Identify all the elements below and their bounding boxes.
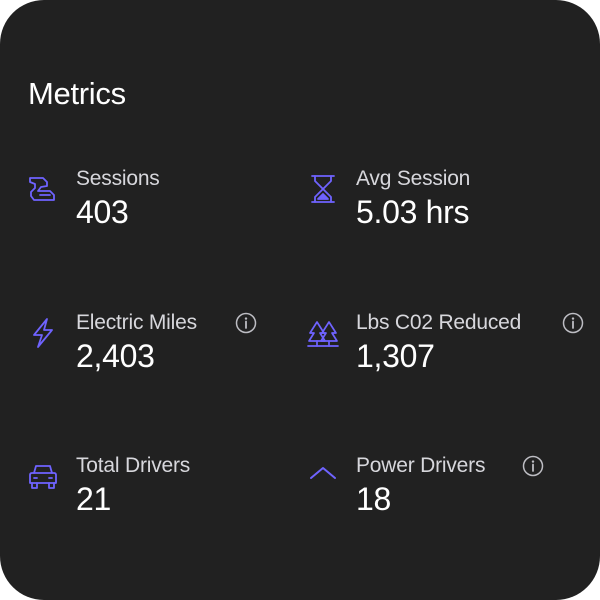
metric-label: Sessions [76, 167, 160, 190]
metric-label: Avg Session [356, 167, 471, 190]
metric-electric-miles: Electric Miles 2,403 [26, 310, 296, 400]
metric-value: 403 [76, 194, 129, 230]
metric-value: 21 [76, 481, 111, 517]
metric-label: Power Drivers [356, 454, 486, 477]
metric-value: 5.03 hrs [356, 194, 470, 230]
info-icon[interactable] [562, 312, 584, 334]
hourglass-icon [306, 172, 340, 206]
metric-value: 1,307 [356, 338, 435, 374]
metric-label: Lbs C02 Reduced [356, 311, 522, 334]
info-icon[interactable] [235, 312, 257, 334]
chevron-up-icon [306, 459, 340, 493]
metric-power-drivers: Power Drivers 18 [306, 453, 576, 543]
charger-plug-icon [26, 172, 60, 206]
card-title: Metrics [28, 76, 126, 111]
car-icon [26, 459, 60, 493]
lightning-bolt-icon [26, 316, 60, 350]
metric-lbs-co2-reduced: Lbs C02 Reduced 1,307 [306, 310, 584, 400]
metric-label: Electric Miles [76, 311, 197, 334]
metric-total-drivers: Total Drivers 21 [26, 453, 296, 543]
metric-label: Total Drivers [76, 454, 191, 477]
trees-icon [306, 316, 340, 350]
metric-avg-session: Avg Session 5.03 hrs [306, 166, 576, 256]
metric-value: 2,403 [76, 338, 155, 374]
metric-value: 18 [356, 481, 391, 517]
info-icon[interactable] [522, 455, 544, 477]
metric-sessions: Sessions 403 [26, 166, 296, 256]
